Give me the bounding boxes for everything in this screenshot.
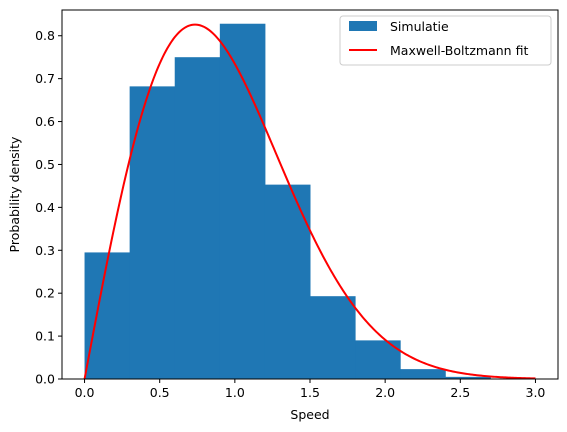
histogram-bar — [84, 252, 131, 379]
histogram-bar — [310, 296, 356, 379]
histogram-bar — [264, 184, 311, 379]
histogram-bar — [219, 23, 266, 380]
y-tick-label: 0.4 — [35, 200, 55, 215]
y-tick-label: 0.3 — [35, 243, 55, 258]
legend-box — [339, 15, 552, 66]
y-tick-label: 0.6 — [35, 114, 55, 129]
y-tick-label: 0.2 — [35, 286, 55, 301]
legend-label-fit: Maxwell-Boltzmann fit — [390, 43, 528, 58]
legend: Simulatie Maxwell-Boltzmann fit — [339, 15, 552, 66]
histogram-bar — [129, 86, 176, 379]
y-axis-label: Probability density — [7, 136, 22, 252]
x-tick-label: 2.5 — [450, 385, 470, 400]
x-tick-label: 3.0 — [526, 385, 546, 400]
legend-label-simulatie: Simulatie — [390, 19, 449, 34]
x-axis-ticks: 0.0 0.5 1.0 1.5 2.0 2.5 3.0 — [75, 379, 546, 400]
x-tick-label: 1.0 — [225, 385, 245, 400]
x-tick-label: 0.5 — [150, 385, 170, 400]
histogram-bar — [445, 376, 491, 379]
y-tick-label: 0.1 — [35, 329, 55, 344]
histogram-bar — [174, 57, 221, 380]
y-tick-label: 0.5 — [35, 157, 55, 172]
y-tick-label: 0.8 — [35, 28, 55, 43]
x-tick-label: 0.0 — [75, 385, 95, 400]
maxwell-boltzmann-curve — [83, 23, 536, 380]
histogram-bar — [400, 369, 446, 379]
histogram-bars — [84, 23, 491, 380]
x-tick-label: 1.5 — [300, 385, 320, 400]
x-tick-label: 2.0 — [375, 385, 395, 400]
y-tick-label: 0.0 — [35, 372, 55, 387]
legend-swatch-simulatie — [349, 21, 377, 31]
y-axis-ticks: 0.0 0.1 0.2 0.3 0.4 0.5 0.6 0.7 0.8 — [35, 28, 62, 387]
x-axis-label: Speed — [290, 407, 329, 422]
y-tick-label: 0.7 — [35, 71, 55, 86]
